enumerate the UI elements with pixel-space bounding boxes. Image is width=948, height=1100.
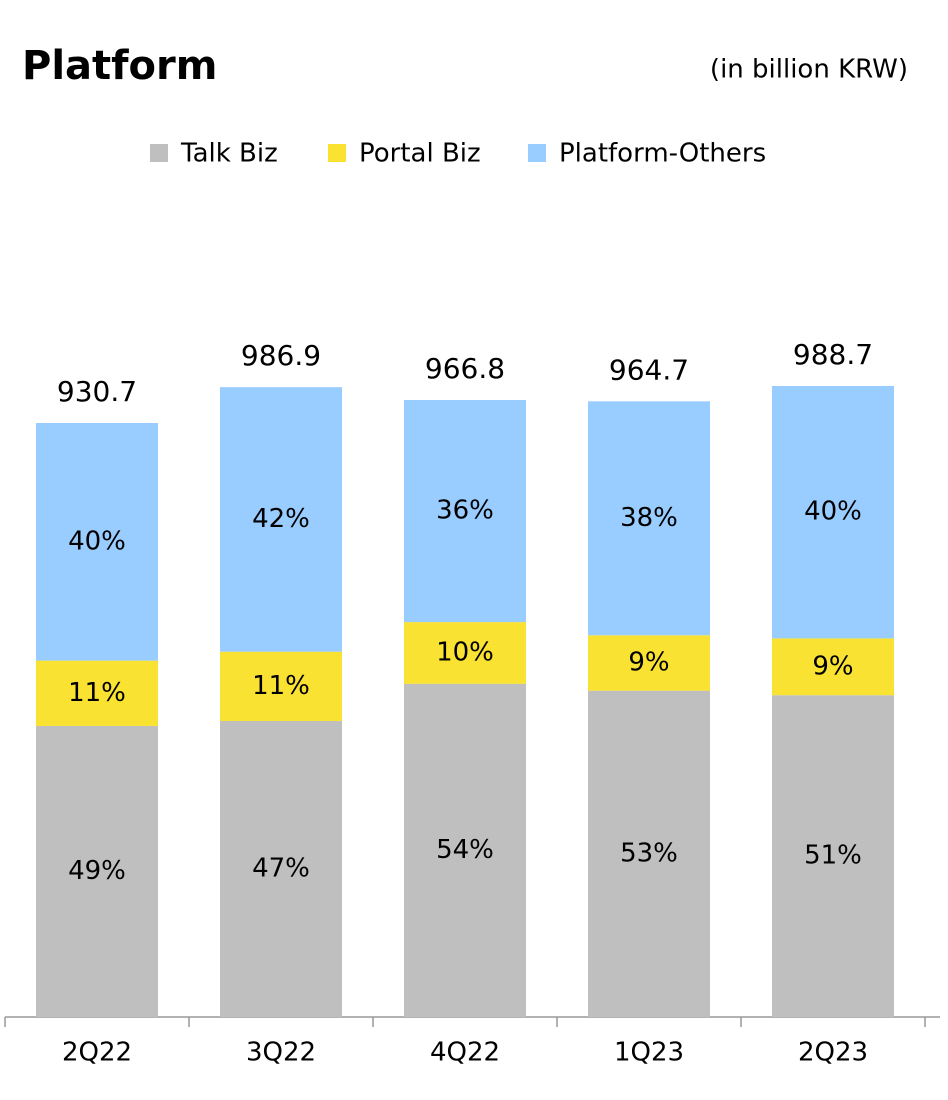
bar-segment [36, 725, 158, 1017]
bar-segment [220, 720, 342, 1017]
total-label: 966.8 [425, 352, 505, 385]
chart-subtitle: (in billion KRW) [710, 55, 908, 85]
bar-segment [36, 660, 158, 726]
total-label: 964.7 [609, 353, 689, 386]
total-label: 930.7 [57, 375, 137, 408]
value-label: 40% [68, 526, 126, 556]
bar-segment [772, 638, 894, 696]
total-label: 988.7 [793, 338, 873, 371]
bar-segment [772, 695, 894, 1017]
value-label: 11% [252, 671, 310, 701]
bar-segment [220, 387, 342, 652]
x-tick-label: 2Q22 [62, 1038, 132, 1068]
value-label: 53% [620, 838, 678, 868]
legend-swatch [328, 144, 346, 162]
total-label: 986.9 [241, 339, 321, 372]
value-label: 9% [812, 651, 853, 681]
bar-segment [220, 651, 342, 721]
value-label: 38% [620, 503, 678, 533]
value-label: 42% [252, 504, 310, 534]
value-label: 47% [252, 853, 310, 883]
value-label: 49% [68, 856, 126, 886]
value-label: 40% [804, 497, 862, 527]
bar-segment [404, 399, 526, 623]
bar-segment [404, 683, 526, 1017]
chart-title: Platform [22, 43, 217, 89]
value-label: 51% [804, 841, 862, 871]
bar-segment [36, 423, 158, 661]
x-tick-label: 3Q22 [246, 1038, 316, 1068]
x-tick-label: 1Q23 [614, 1038, 684, 1068]
legend-label: Talk Biz [180, 139, 278, 169]
value-label: 36% [436, 496, 494, 526]
legend-label: Portal Biz [359, 139, 481, 169]
bar-segment [588, 690, 710, 1017]
legend-swatch [150, 144, 168, 162]
bar-segment [588, 401, 710, 636]
value-label: 9% [628, 647, 669, 677]
value-label: 11% [68, 678, 126, 708]
bar-segment [404, 622, 526, 684]
x-tick-label: 2Q23 [798, 1038, 868, 1068]
value-label: 54% [436, 835, 494, 865]
legend-label: Platform-Others [559, 139, 766, 169]
value-label: 10% [436, 637, 494, 667]
bar-segment [588, 635, 710, 691]
x-tick-label: 4Q22 [430, 1038, 500, 1068]
bar-segment [772, 386, 894, 639]
legend-swatch [528, 144, 546, 162]
